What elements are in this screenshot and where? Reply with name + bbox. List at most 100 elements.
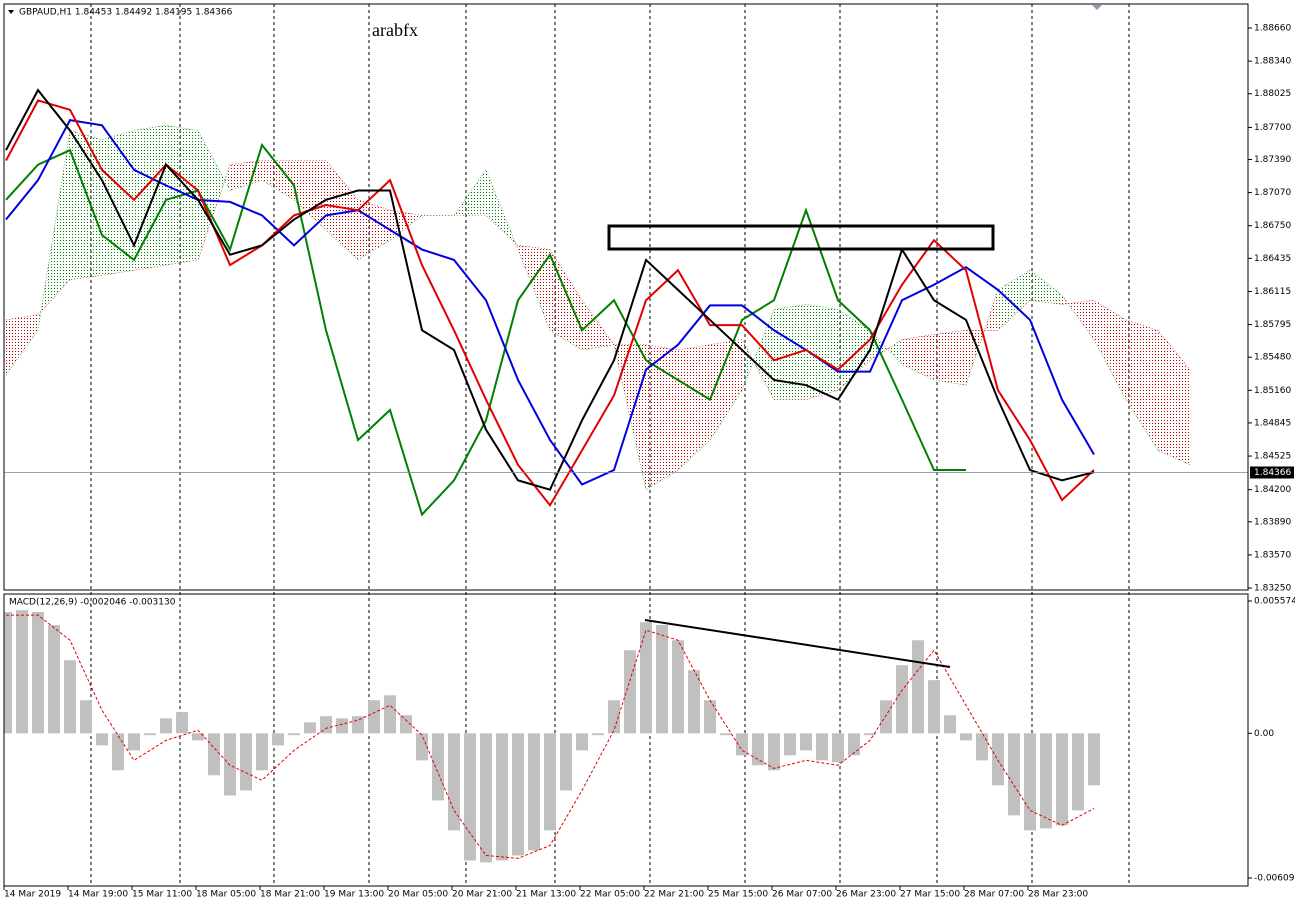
histogram-bar <box>304 722 316 734</box>
menu-arrow[interactable] <box>8 10 14 14</box>
macd-panel-frame <box>3 593 1249 887</box>
cloud-edge <box>5 160 1191 400</box>
histogram-bar <box>576 733 588 751</box>
x-tick-label: 22 Mar 21:00 <box>644 890 704 900</box>
series-line <box>5 99 1095 507</box>
cloud-segment <box>326 160 358 260</box>
histogram-bar <box>112 733 124 771</box>
y-tick-label: 1.84845 <box>1254 418 1291 428</box>
histogram-bar <box>944 715 956 734</box>
histogram-bar <box>352 716 364 734</box>
histogram-bar <box>672 640 684 734</box>
cloud-segment <box>486 169 518 250</box>
cloud-segment <box>294 160 326 230</box>
histogram-bar <box>608 700 620 734</box>
histogram-bar <box>976 733 988 761</box>
cloud-segment <box>6 314 38 375</box>
current-price-box <box>1250 466 1294 479</box>
panel <box>5 88 1191 517</box>
series-line <box>6 614 1095 859</box>
histogram-bar <box>992 733 1004 786</box>
histogram-bar <box>336 718 348 734</box>
watermark: arabfx <box>372 20 418 40</box>
cloud-segment <box>934 330 966 386</box>
histogram-bar <box>80 700 92 734</box>
cloud-segment <box>1094 300 1126 400</box>
y-tick-label: 1.84525 <box>1254 452 1291 462</box>
macd-header: MACD(12,26,9) -0.002046 -0.003130 <box>9 598 176 608</box>
histogram-bar <box>192 733 204 741</box>
x-tick-label: 25 Mar 15:00 <box>708 890 768 900</box>
histogram-bar <box>176 712 188 734</box>
series-line <box>5 142 966 517</box>
cloud-segment <box>1126 319 1158 451</box>
y-tick-label: 1.86750 <box>1254 221 1291 231</box>
histogram-bar <box>32 612 44 734</box>
series-line <box>5 119 1095 486</box>
series-line <box>5 88 1095 491</box>
histogram-bar <box>704 700 716 734</box>
cloud-segment <box>806 304 838 400</box>
histogram-bar <box>320 716 332 734</box>
cloud-segment <box>582 300 614 350</box>
cloud-segment <box>102 130 134 276</box>
cloud-segment <box>870 330 902 365</box>
cloud-segment <box>678 344 710 471</box>
current-price-label: 1.84366 <box>1254 468 1291 478</box>
histogram-bar <box>64 660 76 734</box>
y-tick-label: 1.84200 <box>1254 485 1291 495</box>
histogram-bar <box>1024 733 1036 831</box>
histogram-bar <box>768 733 780 771</box>
cloud-edge <box>5 125 1191 491</box>
histogram-bar <box>96 733 108 746</box>
cloud-segment <box>198 130 230 260</box>
cloud-segment <box>902 334 934 380</box>
cloud-segment <box>262 160 294 200</box>
histogram-bar <box>1072 733 1084 811</box>
y-tick-label: 0.005574 <box>1254 597 1295 607</box>
x-tick-label: 20 Mar 21:00 <box>452 890 512 900</box>
y-tick-label: -0.006098 <box>1254 873 1295 883</box>
histogram-bar <box>448 733 460 831</box>
histogram-bar <box>128 733 140 751</box>
y-tick-label: 1.87390 <box>1254 155 1291 165</box>
cloud-segment <box>1062 295 1094 340</box>
cloud-segment <box>710 339 742 441</box>
histogram-bar <box>864 733 876 736</box>
drawn-rectangle[interactable] <box>607 224 995 251</box>
drawn-trendline[interactable] <box>644 619 951 668</box>
x-tick-label: 14 Mar 2019 <box>4 890 61 900</box>
histogram-bar <box>912 640 924 734</box>
histogram-bar <box>400 715 412 734</box>
histogram-bar <box>496 733 508 861</box>
cloud-segment <box>1158 330 1190 465</box>
x-tick-label: 18 Mar 21:00 <box>260 890 320 900</box>
histogram-bar <box>1056 733 1068 826</box>
histogram-bar <box>880 700 892 734</box>
plot-layer: 1.88660 1.88340 1.88025 1.87700 1.87390 1.870… <box>3 24 1295 900</box>
price-panel-frame <box>3 3 1249 591</box>
cloud-segment <box>1030 270 1062 305</box>
histogram-bar <box>640 622 652 734</box>
x-tick-label: 19 Mar 13:00 <box>324 890 384 900</box>
cloud-segment <box>774 304 806 400</box>
y-tick-label: 1.88025 <box>1254 89 1291 99</box>
histogram-bar <box>416 733 428 761</box>
histogram-bar <box>688 670 700 734</box>
histogram-bar <box>384 695 396 734</box>
histogram-bar <box>512 733 524 856</box>
y-tick-label: 0.00 <box>1254 729 1274 739</box>
histogram-bar <box>480 733 492 863</box>
histogram-bar <box>208 733 220 776</box>
cloud-segment <box>742 309 774 400</box>
x-tick-label: 28 Mar 07:00 <box>964 890 1024 900</box>
cloud-segment <box>838 309 870 391</box>
panel <box>4 610 1100 863</box>
histogram-bar <box>368 700 380 734</box>
histogram-bar <box>144 733 156 736</box>
histogram-bar <box>832 733 844 763</box>
x-tick-label: 15 Mar 11:00 <box>132 890 192 900</box>
histogram-bar <box>224 733 236 796</box>
y-tick-label: 1.83890 <box>1254 517 1291 527</box>
